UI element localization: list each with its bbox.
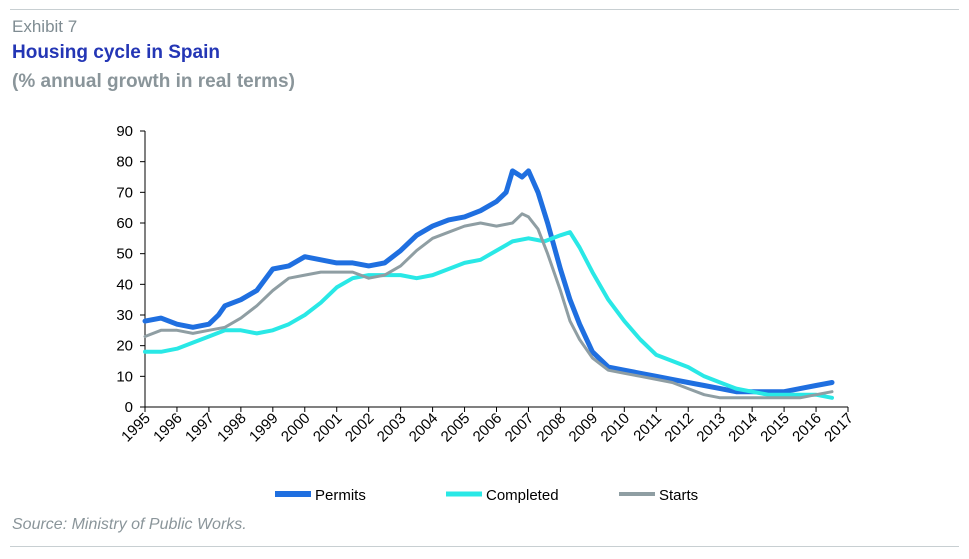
x-tick-label: 2012 — [661, 410, 697, 446]
x-tick-label: 2017 — [821, 410, 857, 446]
y-tick-label: 90 — [116, 123, 133, 140]
series-line-permits — [142, 168, 835, 395]
x-tick-label: 2015 — [757, 410, 793, 446]
y-tick-label: 20 — [116, 338, 133, 355]
source-note: Source: Ministry of Public Works. — [12, 516, 247, 533]
x-tick-label: 2003 — [374, 410, 410, 446]
x-tick-label: 2016 — [789, 410, 825, 446]
y-tick-label: 60 — [116, 215, 133, 232]
series-line-completed — [143, 230, 834, 400]
chart-subtitle: (% annual growth in real terms) — [12, 71, 295, 92]
x-tick-label: 2007 — [502, 410, 538, 446]
series-line-starts — [143, 212, 834, 400]
x-tick-label: 2014 — [725, 410, 761, 446]
y-tick-label: 70 — [116, 184, 133, 201]
legend-label-permits: Permits — [315, 487, 366, 504]
x-tick-label: 2011 — [630, 410, 665, 445]
y-tick-label: 0 — [125, 399, 133, 416]
axes: 0102030405060708090199519961997199819992… — [116, 123, 857, 445]
legend-label-completed: Completed — [486, 487, 559, 504]
x-tick-label: 2013 — [693, 410, 729, 446]
y-tick-label: 10 — [116, 368, 133, 385]
x-tick-label: 2006 — [470, 410, 506, 446]
series-lines — [142, 168, 835, 400]
x-tick-label: 2010 — [598, 410, 634, 446]
y-tick-label: 40 — [116, 276, 133, 293]
x-tick-label: 2001 — [310, 410, 346, 446]
top-rule — [10, 9, 959, 10]
bottom-rule — [10, 546, 959, 547]
y-tick-label: 30 — [116, 307, 133, 324]
x-tick-label: 2005 — [438, 410, 474, 446]
x-tick-label: 1997 — [182, 410, 218, 446]
x-tick-label: 2002 — [342, 410, 378, 446]
x-tick-label: 2000 — [278, 410, 314, 446]
x-tick-label: 1999 — [246, 410, 282, 446]
y-tick-label: 50 — [116, 246, 133, 263]
x-tick-label: 1998 — [214, 410, 250, 446]
legend-label-starts: Starts — [659, 487, 698, 504]
x-tick-label: 1996 — [150, 410, 186, 446]
x-tick-label: 1995 — [118, 410, 154, 446]
x-tick-label: 2008 — [534, 410, 570, 446]
y-tick-label: 80 — [116, 154, 133, 171]
exhibit-label: Exhibit 7 — [12, 17, 78, 36]
x-tick-label: 2004 — [406, 410, 442, 446]
chart-title: Housing cycle in Spain — [12, 42, 220, 63]
x-tick-label: 2009 — [566, 410, 602, 446]
legend: Permits Completed Starts — [275, 487, 698, 504]
